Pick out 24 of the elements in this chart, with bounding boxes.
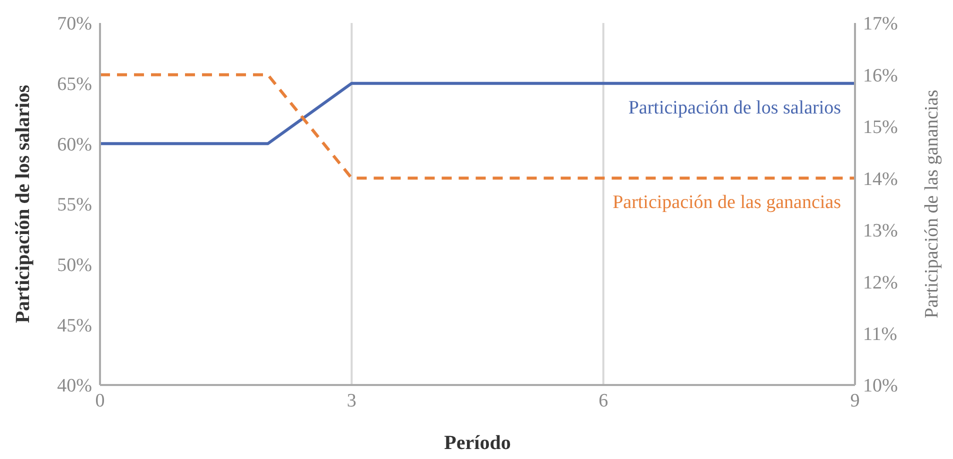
- y-tick-label: 60%: [57, 134, 92, 156]
- y-tick-label: 55%: [57, 194, 92, 216]
- y2-tick-label: 11%: [863, 324, 898, 346]
- y2-tick-label: 17%: [863, 14, 898, 35]
- x-tick-label: 6: [598, 390, 608, 412]
- y2-axis-title: Participación de las ganancias: [922, 90, 943, 318]
- y2-tick-label: 10%: [863, 376, 898, 397]
- x-axis-title: Período: [444, 432, 511, 454]
- y-axis-title: Participación de los salarios: [12, 84, 34, 324]
- x-tick-label: 9: [850, 390, 860, 412]
- y2-tick-label: 15%: [863, 117, 898, 138]
- y-tick-label: 65%: [57, 74, 92, 96]
- y-tick-label: 45%: [57, 315, 92, 336]
- y-tick-label: 50%: [57, 255, 92, 276]
- series-label: Participación de las ganancias: [612, 192, 841, 214]
- y2-tick-label: 16%: [863, 65, 898, 86]
- x-tick-label: 3: [346, 390, 356, 412]
- y2-tick-label: 13%: [863, 220, 898, 242]
- y2-tick-label: 14%: [863, 168, 898, 190]
- y2-tick-label: 12%: [863, 272, 898, 294]
- y-tick-label: 70%: [57, 14, 92, 35]
- x-tick-label: 0: [95, 390, 105, 412]
- series-label: Participación de los salarios: [628, 97, 841, 118]
- y-tick-label: 40%: [57, 376, 92, 397]
